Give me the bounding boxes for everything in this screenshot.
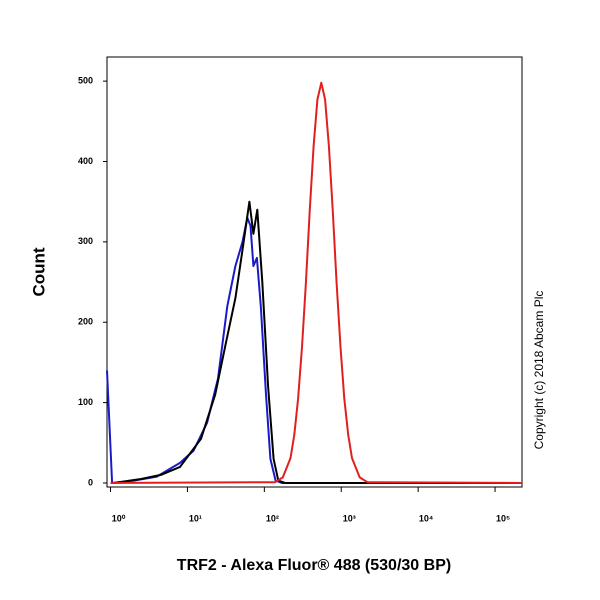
x-tick-label: 10⁰	[112, 513, 126, 523]
y-tick-label: 400	[78, 156, 93, 166]
y-tick-label: 200	[78, 317, 93, 327]
plot-frame	[106, 56, 523, 488]
x-tick-label: 10⁵	[496, 513, 510, 523]
y-axis-title: Count	[29, 247, 48, 296]
y-tick-label: 500	[78, 75, 93, 85]
histogram-line	[106, 216, 522, 484]
copyright: Copyright (c) 2018 Abcam Plc	[532, 291, 546, 450]
y-tick-label: 100	[78, 397, 93, 407]
x-tick-label: 10⁴	[419, 513, 433, 523]
y-tick-label: 300	[78, 236, 93, 246]
x-tick-label: 10³	[343, 513, 356, 523]
y-tick-label: 0	[88, 477, 93, 487]
x-axis-title: TRF2 - Alexa Fluor® 488 (530/30 BP)	[177, 557, 451, 574]
histogram-line	[113, 200, 522, 484]
x-tick-label: 10¹	[189, 513, 202, 523]
x-tick-label: 10²	[266, 513, 279, 523]
histogram-line	[110, 81, 523, 484]
